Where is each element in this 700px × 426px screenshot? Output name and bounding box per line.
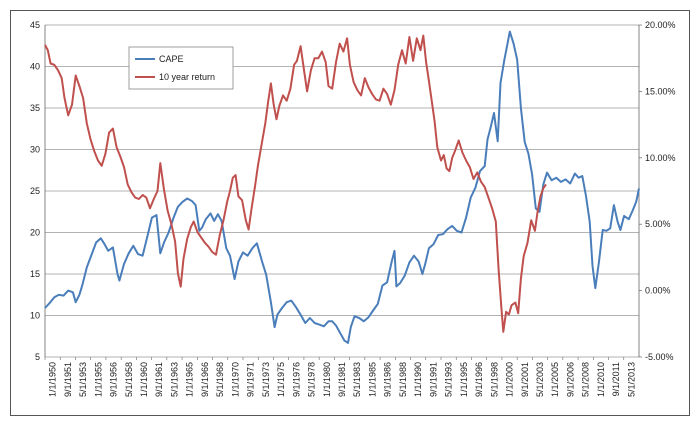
x-tick-label: 5/1/1983 bbox=[352, 362, 362, 397]
y-left-tick-label: 15 bbox=[30, 269, 40, 279]
y-left-tick-label: 20 bbox=[30, 228, 40, 238]
x-tick-label: 9/1/1956 bbox=[109, 362, 119, 397]
y-left-tick-label: 10 bbox=[30, 311, 40, 321]
x-tick-label: 5/1/1993 bbox=[444, 362, 454, 397]
series-line-10-year-return bbox=[44, 34, 547, 333]
x-tick-label: 9/1/1991 bbox=[428, 362, 438, 397]
x-tick-label: 9/1/1971 bbox=[246, 362, 256, 397]
y-left-tick-label: 5 bbox=[35, 352, 40, 362]
x-tick-label: 1/1/1995 bbox=[459, 362, 469, 397]
axes: 5 10 15 20 25 30 35 40 45 -5.00% 0.00% 5.00% 10.00% 1… bbox=[30, 20, 676, 397]
x-tick-label: 9/1/2006 bbox=[565, 362, 575, 397]
y-right-tick-label: 5.00% bbox=[645, 219, 671, 229]
x-tick-label: 1/1/2005 bbox=[550, 362, 560, 397]
x-tick-label: 5/1/1998 bbox=[489, 362, 499, 397]
x-tick-label: 1/1/2010 bbox=[596, 362, 606, 397]
x-tick-label: 1/1/1975 bbox=[276, 362, 286, 397]
x-tick-label: 5/1/1978 bbox=[307, 362, 317, 397]
x-tick-label: 9/1/1951 bbox=[63, 362, 73, 397]
x-tick-label: 1/1/2000 bbox=[505, 362, 515, 397]
x-tick-label: 5/1/1973 bbox=[261, 362, 271, 397]
y-left-tick-label: 35 bbox=[30, 103, 40, 113]
x-tick-label: 1/1/1985 bbox=[367, 362, 377, 397]
x-tick-label: 5/1/1963 bbox=[169, 362, 179, 397]
x-tick-label: 9/1/1996 bbox=[474, 362, 484, 397]
x-tick-label: 1/1/1990 bbox=[413, 362, 423, 397]
x-tick-label: 9/1/1986 bbox=[383, 362, 393, 397]
cape-vs-return-chart: 5 10 15 20 25 30 35 40 45 -5.00% 0.00% 5.00% 10.00% 1… bbox=[30, 20, 676, 397]
x-tick-label: 9/1/2001 bbox=[520, 362, 530, 397]
y-left-tick-label: 30 bbox=[30, 145, 40, 155]
y-left-tick-label: 25 bbox=[30, 186, 40, 196]
x-tick-label: 9/1/1966 bbox=[200, 362, 210, 397]
y-left-tick-label: 40 bbox=[30, 62, 40, 72]
x-tick-label: 1/1/1955 bbox=[93, 362, 103, 397]
x-tick-label: 5/1/2008 bbox=[581, 362, 591, 397]
x-tick-label: 1/1/1965 bbox=[185, 362, 195, 397]
x-tick-label: 1/1/1960 bbox=[139, 362, 149, 397]
gridlines bbox=[45, 24, 639, 358]
y-right-tick-label: 20.00% bbox=[645, 20, 676, 30]
y-right-tick-label: 10.00% bbox=[645, 153, 676, 163]
y-right-tick-label: -5.00% bbox=[645, 352, 674, 362]
x-tick-label: 5/1/1968 bbox=[215, 362, 225, 397]
legend-label-cape: CAPE bbox=[159, 54, 184, 64]
x-tick-label: 5/1/2013 bbox=[626, 362, 636, 397]
x-tick-label: 9/1/2011 bbox=[611, 362, 621, 396]
legend-box bbox=[128, 46, 234, 90]
y-right-tick-label: 0.00% bbox=[645, 286, 671, 296]
x-tick-label: 5/1/2003 bbox=[535, 362, 545, 397]
legend-label-10-year-return: 10 year return bbox=[159, 72, 215, 82]
series-line-cape bbox=[44, 30, 640, 344]
x-tick-label: 9/1/1976 bbox=[291, 362, 301, 397]
x-tick-label: 9/1/1981 bbox=[337, 362, 347, 397]
x-tick-label: 5/1/1958 bbox=[124, 362, 134, 397]
x-tick-label: 9/1/1961 bbox=[154, 362, 164, 397]
x-tick-label: 5/1/1953 bbox=[78, 362, 88, 397]
x-tick-label: 1/1/1970 bbox=[230, 362, 240, 397]
legend: CAPE 10 year return bbox=[128, 46, 234, 90]
y-left-tick-label: 45 bbox=[30, 20, 40, 30]
y-right-tick-label: 15.00% bbox=[645, 86, 676, 96]
series-lines bbox=[44, 30, 640, 344]
chart-frame: 5 10 15 20 25 30 35 40 45 -5.00% 0.00% 5.00% 10.00% 1… bbox=[10, 10, 690, 416]
x-tick-label: 1/1/1980 bbox=[322, 362, 332, 397]
x-tick-label: 5/1/1988 bbox=[398, 362, 408, 397]
x-tick-label: 1/1/1950 bbox=[48, 362, 58, 397]
